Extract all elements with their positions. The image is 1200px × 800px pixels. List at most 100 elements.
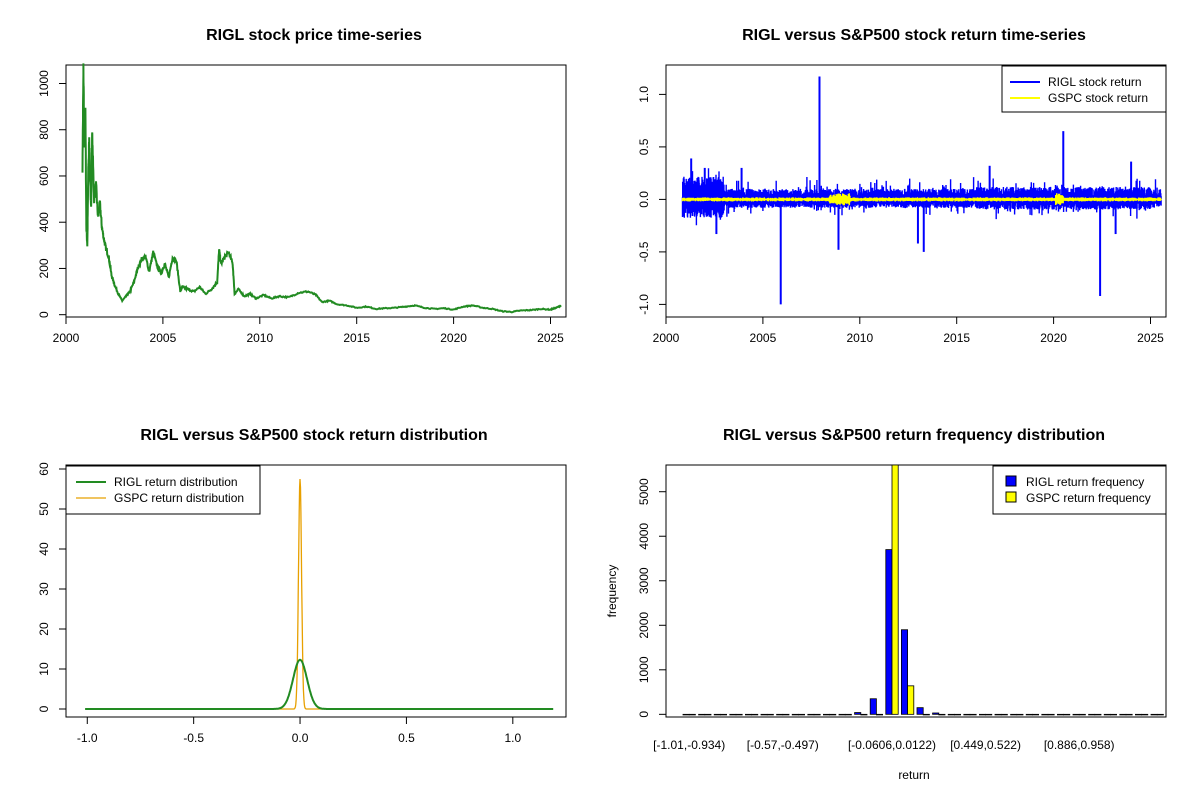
y-tick-label: 50 — [37, 502, 51, 516]
y-tick-label: 1.0 — [637, 86, 651, 103]
gspc-frequency-bar — [876, 713, 884, 716]
histogram-x-axis: [-1.01,-0.934) [-0.57,-0.497) [-0.0606,0.0… — [653, 738, 1114, 752]
histogram-x-tick-label: [-0.57,-0.497) — [747, 738, 819, 752]
gspc-frequency-bar — [891, 464, 899, 715]
legend-rigl-freq-label: RIGL return frequency — [1026, 475, 1144, 489]
rigl-frequency-bar — [776, 713, 784, 716]
price-chart-title: RIGL stock price time-series — [206, 27, 422, 44]
x-tick-label: 2020 — [440, 331, 467, 345]
density-plot-frame — [65, 464, 567, 718]
histogram-x-label: return — [898, 768, 929, 782]
gspc-frequency-bar — [1063, 713, 1071, 716]
gspc-frequency-bar — [1125, 713, 1133, 716]
rigl-frequency-bar — [760, 713, 768, 716]
x-tick-label: 0.5 — [398, 731, 415, 745]
x-tick-label: 2010 — [846, 331, 873, 345]
x-tick-label: 1.0 — [504, 731, 521, 745]
gspc-frequency-bar — [735, 713, 743, 716]
rigl-frequency-bar — [1072, 713, 1080, 716]
gspc-frequency-bar — [860, 713, 868, 716]
legend-gspc-freq-swatch — [1005, 491, 1017, 503]
y-tick-label: 3000 — [637, 567, 651, 594]
legend-gspc-label: GSPC stock return — [1048, 91, 1148, 105]
gspc-frequency-bar — [1047, 713, 1055, 716]
y-tick-label: -0.5 — [637, 241, 651, 262]
x-tick-label: -0.5 — [183, 731, 204, 745]
rigl-frequency-bar — [1010, 713, 1018, 716]
panel-histogram: RIGL versus S&P500 return frequency dist… — [605, 427, 1167, 782]
rigl-frequency-bar — [916, 707, 924, 715]
gspc-frequency-bar — [688, 713, 696, 716]
rigl-frequency-bar — [745, 713, 753, 716]
y-tick-label: 0.5 — [637, 138, 651, 155]
gspc-frequency-bar — [1141, 713, 1149, 716]
rigl-frequency-bar — [838, 713, 846, 716]
panel-returns: RIGL versus S&P500 stock return time-ser… — [637, 27, 1167, 345]
x-tick-label: 2005 — [750, 331, 777, 345]
histogram-plot-frame — [665, 464, 1167, 718]
rigl-density-line — [85, 658, 554, 710]
y-tick-label: 30 — [37, 582, 51, 596]
histogram-y-label: frequency — [605, 565, 619, 618]
x-tick-label: 0.0 — [292, 731, 309, 745]
y-tick-label: 200 — [37, 258, 51, 278]
rigl-frequency-bar — [1025, 713, 1033, 716]
returns-legend: RIGL stock return GSPC stock return — [1001, 65, 1167, 113]
y-tick-label: 2000 — [637, 612, 651, 639]
rigl-frequency-bar — [1135, 713, 1143, 716]
x-tick-label: 2010 — [246, 331, 273, 345]
gspc-frequency-bar — [969, 713, 977, 716]
gspc-frequency-bar — [938, 713, 946, 716]
gspc-frequency-bar — [704, 713, 712, 716]
gspc-frequency-bar — [1000, 713, 1008, 716]
rigl-frequency-bar — [947, 713, 955, 716]
y-tick-label: 10 — [37, 662, 51, 676]
histogram-x-tick-label: [-1.01,-0.934) — [653, 738, 725, 752]
x-tick-label: 2000 — [653, 331, 680, 345]
y-tick-label: 40 — [37, 542, 51, 556]
returns-plot-frame — [665, 64, 1167, 318]
gspc-frequency-bar — [1016, 713, 1024, 716]
rigl-frequency-bar — [963, 713, 971, 716]
x-tick-label: 2015 — [343, 331, 370, 345]
gspc-return-series — [681, 193, 1162, 206]
x-tick-label: 2005 — [150, 331, 177, 345]
y-tick-label: 20 — [37, 622, 51, 636]
x-tick-label: 2000 — [53, 331, 80, 345]
rigl-frequency-bar — [1088, 713, 1096, 716]
y-tick-label: 60 — [37, 462, 51, 476]
y-tick-label: 4000 — [637, 523, 651, 550]
y-tick-label: 5000 — [637, 478, 651, 505]
rigl-return-series — [681, 76, 1162, 305]
y-tick-label: 0 — [637, 711, 651, 718]
returns-x-axis: 2000 2005 2010 2015 2020 2025 — [653, 317, 1164, 345]
gspc-frequency-bar — [1094, 713, 1102, 716]
rigl-frequency-bar — [1103, 713, 1111, 716]
returns-y-axis: -1.0 -0.5 0.0 0.5 1.0 — [637, 86, 666, 315]
gspc-frequency-bar — [829, 713, 837, 716]
histogram-x-tick-label: [0.449,0.522) — [950, 738, 1021, 752]
density-chart-title: RIGL versus S&P500 stock return distribu… — [140, 427, 487, 444]
rigl-frequency-bar — [994, 713, 1002, 716]
legend-rigl-density-label: RIGL return distribution — [114, 475, 238, 489]
histogram-y-axis: 0 1000 2000 3000 4000 5000 — [637, 478, 666, 718]
gspc-frequency-bar — [751, 713, 759, 716]
x-tick-label: 2025 — [537, 331, 564, 345]
density-legend: RIGL return distribution GSPC return dis… — [65, 465, 261, 515]
returns-chart-title: RIGL versus S&P500 stock return time-ser… — [742, 27, 1086, 44]
gspc-frequency-bar — [1078, 713, 1086, 716]
rigl-frequency-bar — [854, 712, 862, 715]
rigl-frequency-bar — [682, 713, 690, 716]
rigl-return-bars — [681, 168, 1162, 226]
gspc-frequency-bar — [813, 713, 821, 716]
gspc-frequency-bar — [922, 713, 930, 716]
rigl-frequency-bar — [901, 629, 909, 715]
rigl-frequency-bar — [807, 713, 815, 716]
x-tick-label: 2025 — [1137, 331, 1164, 345]
y-tick-label: 1000 — [637, 656, 651, 683]
density-legend-box — [65, 465, 261, 515]
rigl-frequency-bar — [791, 713, 799, 716]
gspc-frequency-bar — [985, 713, 993, 716]
price-y-axis: 0 200 400 600 800 1000 — [37, 70, 66, 318]
y-tick-label: 0.0 — [637, 191, 651, 208]
